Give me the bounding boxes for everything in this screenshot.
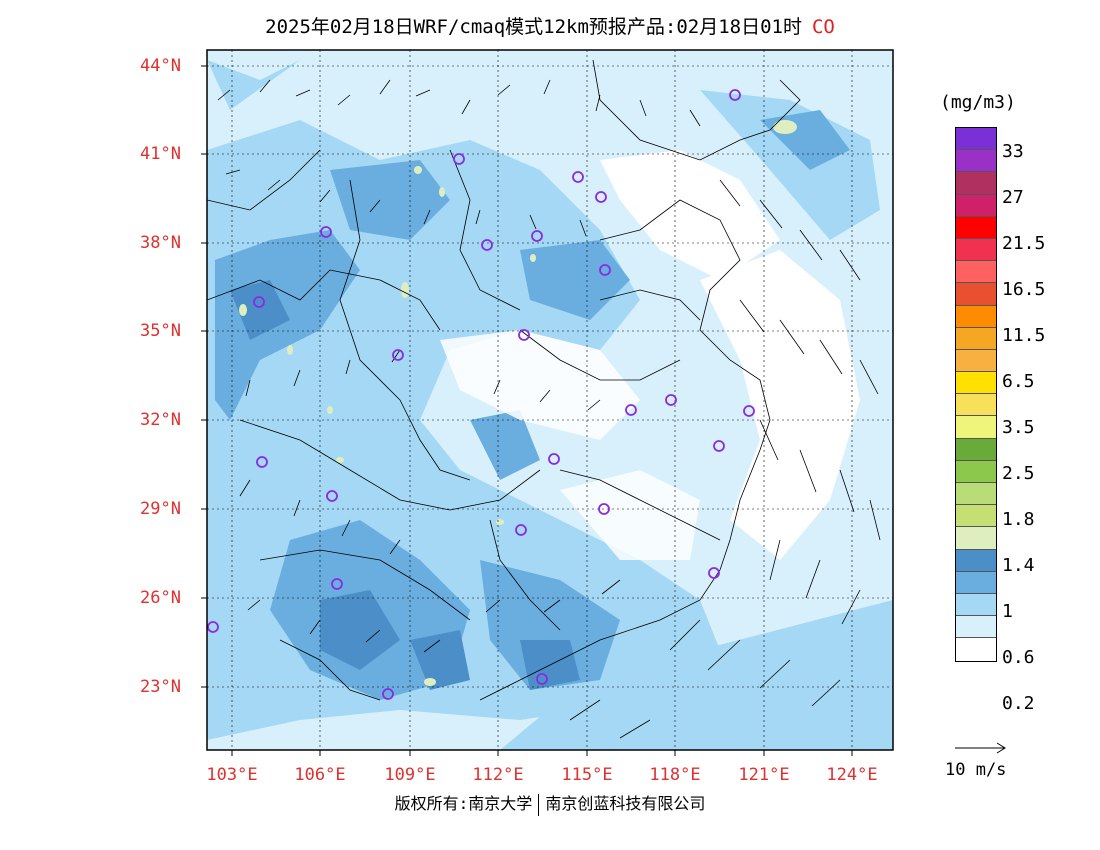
colorbar-swatch [956, 416, 996, 439]
lat-label: 35°N [140, 321, 181, 341]
company-label: 南京创蓝科技有限公司 [545, 794, 706, 813]
colorbar-swatch [956, 505, 996, 528]
colorbar-swatch [956, 349, 996, 373]
lat-label: 29°N [140, 499, 181, 519]
colorbar-swatch [956, 549, 996, 572]
colorbar-swatch [956, 283, 996, 306]
colorbar-label: 1.4 [1002, 555, 1035, 576]
species-label: CO [811, 16, 835, 38]
lat-label: 26°N [140, 588, 181, 608]
colorbar-swatch [956, 150, 996, 173]
colorbar-swatch [956, 327, 996, 350]
lat-label: 23°N [140, 677, 181, 697]
colorbar-swatch [956, 172, 996, 195]
map-frame [206, 49, 894, 751]
colorbar-label: 16.5 [1002, 279, 1046, 300]
colorbar-swatch [956, 238, 996, 262]
colorbar-label: 3.5 [1002, 417, 1035, 438]
lat-label: 41°N [140, 144, 181, 164]
footer: 版权所有:南京大学 南京创蓝科技有限公司 [0, 790, 1100, 816]
map-title: 2025年02月18日WRF/cmaq模式12km预报产品:02月18日01时 C… [0, 12, 1100, 39]
colorbar-swatch [956, 571, 996, 594]
footer-divider [538, 793, 540, 816]
colorbar-label: 1.8 [1002, 509, 1035, 530]
colorbar-swatch [956, 438, 996, 461]
colorbar-label: 0.2 [1002, 693, 1035, 714]
wind-key-arrow [955, 742, 1006, 754]
wind-key-label: 10 m/s [945, 760, 1007, 780]
colorbar-label: 0.6 [1002, 647, 1035, 668]
copyright-label: 版权所有:南京大学 [394, 794, 533, 813]
colorbar-label: 6.5 [1002, 371, 1035, 392]
colorbar-swatch [956, 527, 996, 550]
monitoring-sites [207, 89, 755, 700]
colorbar-label: 21.5 [1002, 233, 1046, 254]
lon-label: 106°E [294, 765, 346, 785]
concentration-field [207, 50, 893, 750]
colorbar-label: 1 [1002, 601, 1013, 622]
lon-label: 118°E [649, 765, 701, 785]
colorbar-swatch [956, 216, 996, 239]
colorbar-swatch [956, 616, 996, 639]
colorbar [955, 127, 997, 662]
lat-label: 32°N [140, 410, 181, 430]
lon-label: 112°E [472, 765, 524, 785]
lat-label: 38°N [140, 233, 181, 253]
lon-label: 124°E [826, 765, 878, 785]
colorbar-label: 33 [1002, 141, 1024, 162]
lon-label: 121°E [738, 765, 790, 785]
title-text: 2025年02月18日WRF/cmaq模式12km预报产品:02月18日01时 [265, 16, 802, 38]
lat-label: 44°N [140, 56, 181, 76]
colorbar-label: 27 [1002, 187, 1024, 208]
lon-label: 115°E [561, 765, 613, 785]
colorbar-swatch [956, 394, 996, 417]
colorbar-swatch [956, 638, 996, 661]
lon-label: 103°E [206, 765, 258, 785]
colorbar-swatch [956, 305, 996, 328]
wind-vectors [217, 79, 881, 739]
colorbar-swatch [956, 261, 996, 284]
colorbar-swatch [956, 372, 996, 395]
colorbar-swatch [956, 194, 996, 217]
colorbar-label: 2.5 [1002, 463, 1035, 484]
colorbar-swatch [956, 128, 996, 151]
colorbar-swatch [956, 483, 996, 506]
colorbar-unit: (mg/m3) [940, 92, 1016, 113]
colorbar-label: 11.5 [1002, 325, 1046, 346]
colorbar-swatch [956, 593, 996, 617]
colorbar-swatch [956, 460, 996, 483]
lon-label: 109°E [384, 765, 436, 785]
